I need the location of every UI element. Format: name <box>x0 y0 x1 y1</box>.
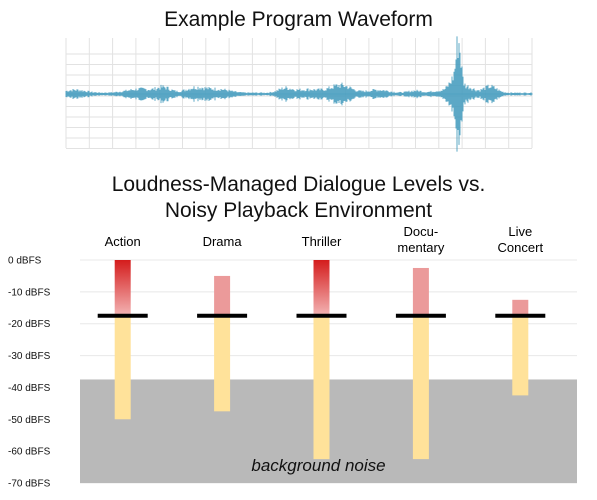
bar-group-1: Drama <box>197 234 248 412</box>
category-label-line: Docu- <box>404 224 439 239</box>
dynamic-range-low-bar <box>214 315 231 412</box>
dynamic-range-peak-bar <box>412 267 429 316</box>
category-label-line: Concert <box>498 240 544 255</box>
y-tick-label: 0 dBFS <box>8 256 42 267</box>
y-tick-label: -30 dBFS <box>8 351 51 362</box>
y-tick-label: -20 dBFS <box>8 319 51 330</box>
dynamic-range-low-bar <box>512 315 529 396</box>
chart-title-line-2: Noisy Playback Environment <box>164 199 433 222</box>
dialogue-level-marker <box>97 313 148 318</box>
category-label: Action <box>105 234 141 249</box>
bar-group-0: Action <box>97 234 148 420</box>
bar-group-3: Docu-mentary <box>395 224 446 460</box>
y-tick-label: -50 dBFS <box>8 415 51 426</box>
waveform-title: Example Program Waveform <box>164 8 433 31</box>
waveform-panel <box>65 36 533 152</box>
dynamic-range-peak-bar <box>114 260 131 316</box>
y-tick-label: -10 dBFS <box>8 287 51 298</box>
category-label: Thriller <box>302 234 342 249</box>
dialogue-level-marker <box>395 313 446 318</box>
category-label: Docu-mentary <box>397 224 444 255</box>
bar-group-2: Thriller <box>296 234 347 460</box>
category-label-line: Action <box>105 234 141 249</box>
waveform-signal <box>65 36 533 152</box>
y-tick-label: -60 dBFS <box>8 447 51 458</box>
background-noise-label: background noise <box>251 456 385 475</box>
dynamic-range-low-bar <box>412 315 429 460</box>
dialogue-level-marker <box>296 313 347 318</box>
category-label: Drama <box>203 234 243 249</box>
y-tick-label: -70 dBFS <box>8 479 51 490</box>
dynamic-range-low-bar <box>114 315 131 420</box>
category-label-line: Drama <box>203 234 243 249</box>
category-label-line: Live <box>508 224 532 239</box>
chart-title-line-1: Loudness-Managed Dialogue Levels vs. <box>111 173 486 196</box>
dynamic-range-low-bar <box>313 315 330 460</box>
category-label-line: mentary <box>397 240 444 255</box>
dialogue-level-marker <box>495 313 546 318</box>
y-tick-label: -40 dBFS <box>8 383 51 394</box>
category-label: Live Concert <box>498 224 544 255</box>
dynamic-range-peak-bar <box>313 260 330 316</box>
category-label-line: Thriller <box>302 234 342 249</box>
dialogue-level-marker <box>197 313 248 318</box>
bar-group-4: Live Concert <box>495 224 546 396</box>
dynamic-range-peak-bar <box>214 275 231 316</box>
dynamic-range-peak-bar <box>512 299 529 316</box>
chart-title: Loudness-Managed Dialogue Levels vs. Noi… <box>0 172 597 224</box>
